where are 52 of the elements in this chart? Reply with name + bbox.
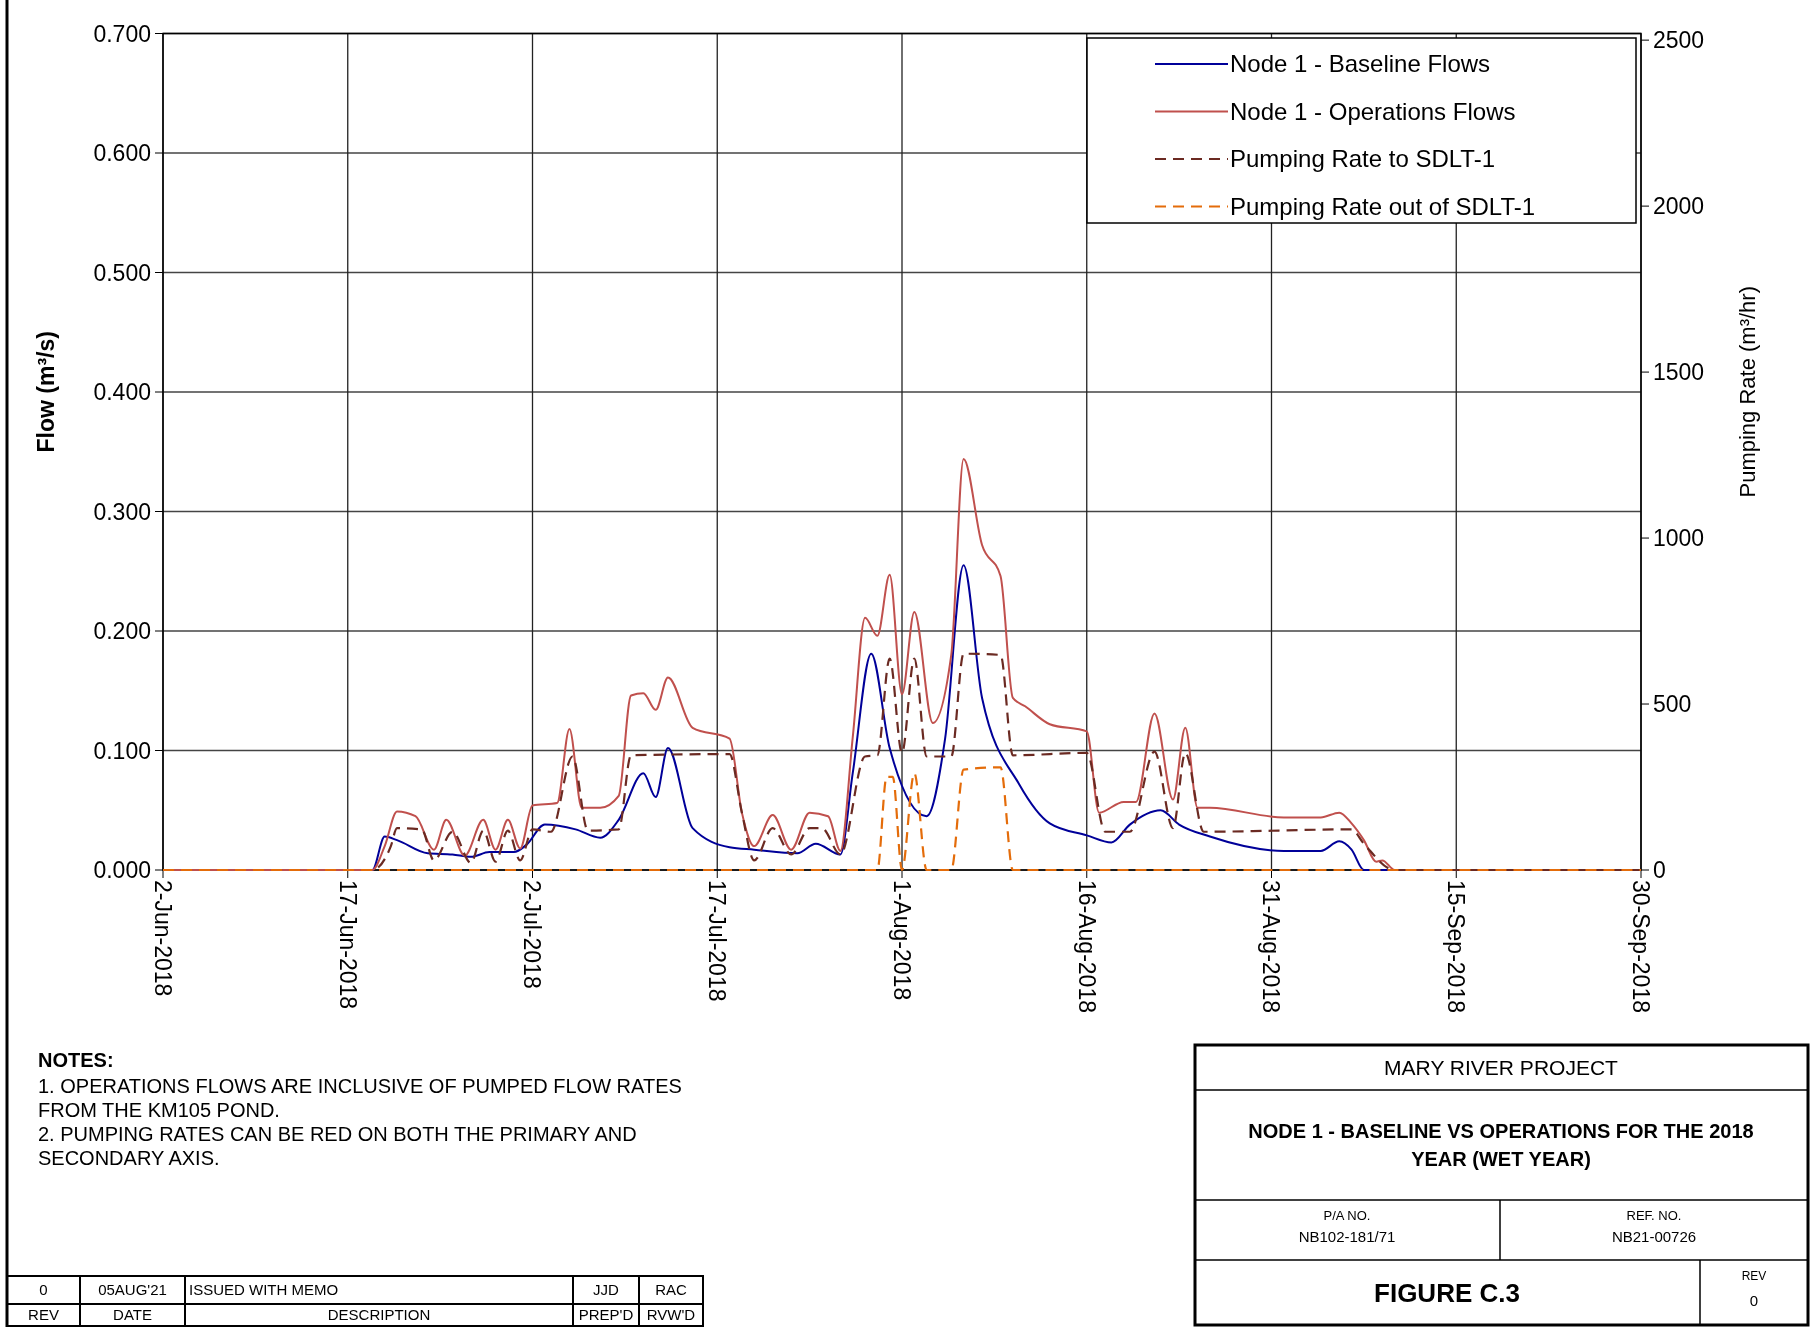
y2-tick-label: 500 — [1653, 691, 1692, 718]
y2-tick-label: 1500 — [1653, 359, 1705, 386]
text: P/A NO. — [1323, 1208, 1371, 1223]
text: PREP'D — [578, 1306, 634, 1324]
text: JJD — [593, 1281, 620, 1299]
text: NODE 1 - BASELINE VS OPERATIONS FOR THE 2018 YEAR (WET YEAR) — [1248, 1120, 1754, 1170]
legend-label: Pumping Rate out of SDLT-1 — [1230, 192, 1536, 220]
x-tick-label: 1-Aug-2018 — [888, 880, 915, 1001]
y2-tick-label: 2500 — [1653, 27, 1705, 54]
text: RAC — [655, 1281, 687, 1299]
x-tick-label: 2-Jul-2018 — [519, 880, 546, 989]
text: ISSUED WITH MEMO — [189, 1281, 339, 1299]
text: NB21-00726 — [1611, 1228, 1697, 1245]
text: REV — [1741, 1269, 1767, 1283]
x-tick-label: 15-Sep-2018 — [1443, 880, 1470, 1013]
text: 0 — [39, 1281, 48, 1299]
y2-axis-title: Pumping Rate (m³/hr) — [1735, 285, 1760, 498]
y-tick-label: 0.000 — [93, 857, 151, 884]
text: 05AUG'21 — [98, 1281, 167, 1299]
y2-tick-label: 0 — [1653, 857, 1666, 884]
text: 1. OPERATIONS FLOWS ARE INCLUSIVE OF PUMPED FLOW RATES FROM THE KM105 POND. — [38, 1075, 682, 1121]
text: NB102-181/71 — [1298, 1228, 1396, 1245]
legend-label: Pumping Rate to SDLT-1 — [1230, 145, 1496, 173]
y-tick-label: 0.300 — [93, 498, 151, 525]
text: MARY RIVER PROJECT — [1384, 1056, 1619, 1080]
y-tick-label: 0.500 — [93, 259, 151, 286]
text: NOTES: — [38, 1049, 114, 1071]
text: DESCRIPTION — [327, 1306, 431, 1324]
legend-label: Node 1 - Baseline Flows — [1230, 50, 1491, 78]
x-tick-label: 17-Jun-2018 — [334, 880, 361, 1010]
y-tick-label: 0.100 — [93, 737, 151, 764]
y2-tick-label: 1000 — [1653, 525, 1705, 552]
text: RVW'D — [646, 1306, 696, 1324]
y-tick-label: 0.700 — [93, 20, 151, 47]
text: REF. NO. — [1626, 1208, 1682, 1223]
x-tick-label: 30-Sep-2018 — [1627, 880, 1654, 1013]
x-tick-label: 16-Aug-2018 — [1073, 880, 1100, 1013]
y-tick-label: 0.200 — [93, 618, 151, 645]
text: 0 — [1749, 1292, 1759, 1309]
text: DATE — [113, 1306, 152, 1324]
legend-label: Node 1 - Operations Flows — [1230, 97, 1516, 125]
line-series — [161, 766, 1643, 872]
x-tick-label: 17-Jul-2018 — [704, 880, 731, 1002]
x-tick-label: 31-Aug-2018 — [1258, 880, 1285, 1013]
y2-tick-label: 2000 — [1653, 193, 1705, 220]
y-tick-label: 0.400 — [93, 379, 151, 406]
y-tick-label: 0.600 — [93, 140, 151, 167]
text: 2. PUMPING RATES CAN BE RED ON BOTH THE PRIMARY AND SECONDARY AXIS. — [38, 1123, 637, 1169]
x-tick-label: 2-Jun-2018 — [149, 880, 176, 997]
text: FIGURE C.3 — [1374, 1278, 1520, 1309]
text: REV — [28, 1306, 59, 1324]
y-axis-title: Flow (m³/s) — [33, 331, 59, 453]
